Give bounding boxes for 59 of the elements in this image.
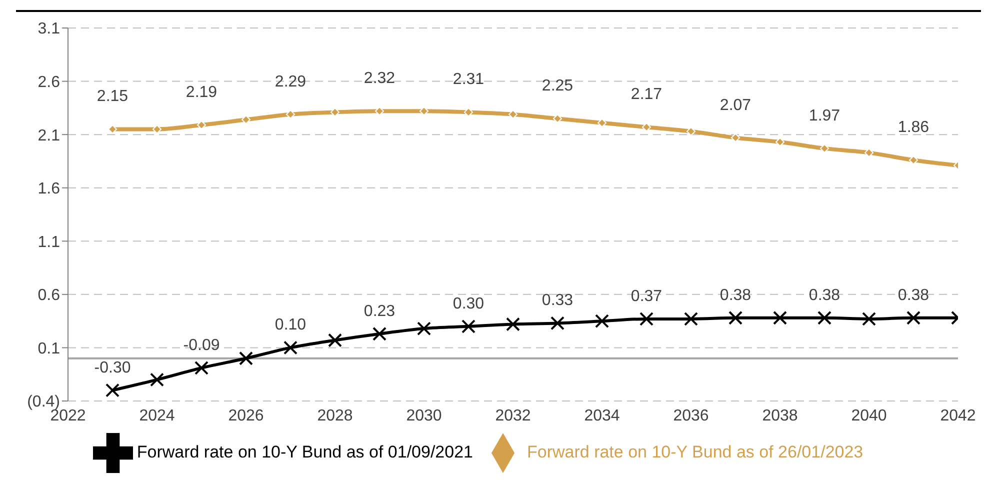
point bbox=[417, 322, 431, 336]
data-label: 1.97 bbox=[808, 107, 840, 124]
point bbox=[506, 317, 520, 332]
point bbox=[640, 312, 654, 326]
data-label: 0.38 bbox=[720, 286, 752, 304]
data-label: 2.29 bbox=[274, 73, 306, 90]
x-tick-label: 2032 bbox=[495, 407, 531, 424]
point bbox=[284, 340, 298, 355]
point bbox=[684, 312, 698, 326]
data-label: 2.25 bbox=[542, 78, 574, 95]
data-label: -0.30 bbox=[94, 359, 131, 376]
x-tick-label: 2026 bbox=[228, 407, 264, 424]
y-tick-label: 2.6 bbox=[38, 74, 60, 91]
data-label: 0.33 bbox=[542, 292, 574, 310]
x-tick-label: 2028 bbox=[317, 407, 353, 424]
x-tick-label: 2040 bbox=[851, 407, 887, 424]
legend-label: Forward rate on 10-Y Bund as of 26/01/2023 bbox=[527, 442, 864, 462]
data-label: -0.09 bbox=[183, 336, 220, 354]
point bbox=[150, 372, 164, 387]
data-label: 0.23 bbox=[364, 302, 396, 320]
point bbox=[372, 326, 386, 341]
point bbox=[550, 316, 564, 330]
data-label: 0.38 bbox=[898, 286, 930, 304]
x-tick-label: 2038 bbox=[762, 407, 798, 424]
x-tick-label: 2034 bbox=[584, 407, 620, 424]
data-label: 0.37 bbox=[630, 288, 662, 305]
data-label: 2.07 bbox=[720, 96, 752, 114]
y-tick-label: 2.1 bbox=[38, 127, 60, 144]
data-label: 0.30 bbox=[452, 295, 484, 312]
point bbox=[773, 310, 787, 325]
point bbox=[239, 351, 253, 366]
data-label: 0.38 bbox=[808, 286, 840, 304]
y-tick-label: (0.4) bbox=[27, 394, 60, 411]
data-label: 2.15 bbox=[96, 88, 128, 106]
data-label: 2.32 bbox=[364, 70, 396, 88]
point bbox=[106, 383, 120, 398]
point bbox=[328, 333, 342, 348]
data-label: 2.19 bbox=[186, 84, 218, 101]
point bbox=[818, 310, 832, 325]
point bbox=[595, 314, 609, 328]
legend-label: Forward rate on 10-Y Bund as of 01/09/2021 bbox=[136, 442, 473, 462]
point bbox=[462, 319, 476, 334]
data-label: 0.10 bbox=[274, 316, 306, 334]
y-tick-label: 0.6 bbox=[38, 287, 60, 304]
data-label: 1.86 bbox=[898, 119, 930, 136]
y-tick-label: 0.1 bbox=[38, 340, 60, 358]
x-tick-label: 2030 bbox=[406, 407, 442, 424]
x-tick-label: 2036 bbox=[673, 407, 709, 424]
y-tick-label: 1.6 bbox=[38, 180, 60, 198]
point bbox=[194, 360, 208, 375]
x-tick-label: 2042 bbox=[940, 407, 976, 424]
data-label: 2.17 bbox=[630, 86, 662, 104]
data-label: 2.31 bbox=[452, 71, 484, 88]
y-tick-label: 3.1 bbox=[38, 20, 60, 38]
y-tick-label: 1.1 bbox=[38, 234, 60, 251]
x-tick-label: 2024 bbox=[139, 407, 175, 424]
point bbox=[906, 310, 920, 325]
point bbox=[862, 312, 876, 326]
point bbox=[728, 310, 742, 325]
